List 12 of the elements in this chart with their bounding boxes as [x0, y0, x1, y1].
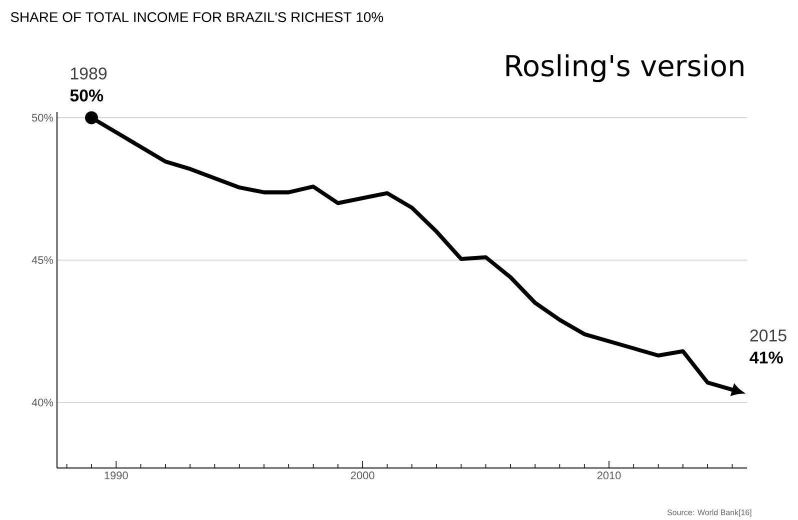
x-tick-label: 1990 [104, 472, 128, 480]
text: 1989 [70, 68, 107, 80]
text: 50% [70, 90, 104, 102]
text: Rosling's version [506, 54, 744, 82]
x-tick-label: 2010 [597, 472, 621, 480]
y-tick-label: 50% [32, 114, 54, 122]
y-tick-label: 45% [32, 256, 54, 264]
text: 41% [750, 352, 783, 364]
y-tick-label: 40% [32, 398, 54, 406]
text: 2015 [750, 329, 786, 342]
chart-title: SHARE OF TOTAL INCOME FOR BRAZIL'S RICHEST 10% [10, 12, 384, 22]
x-tick-label: 2000 [350, 472, 374, 480]
